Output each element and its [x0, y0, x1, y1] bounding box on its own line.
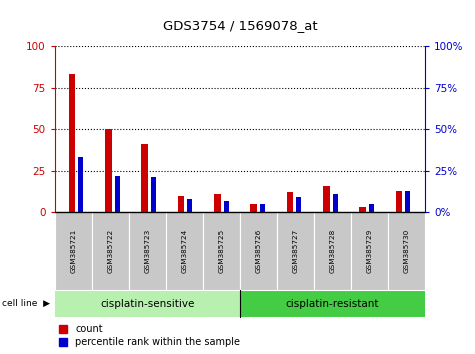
Text: GSM385726: GSM385726: [256, 229, 261, 273]
Text: GSM385728: GSM385728: [330, 229, 335, 273]
Text: GSM385725: GSM385725: [218, 229, 224, 273]
Bar: [187, 199, 192, 212]
Bar: [151, 177, 156, 212]
Bar: [69, 74, 76, 212]
Legend: count, percentile rank within the sample: count, percentile rank within the sample: [59, 325, 240, 347]
Text: cisplatin-resistant: cisplatin-resistant: [286, 298, 379, 309]
Text: GSM385730: GSM385730: [404, 229, 409, 273]
Bar: [78, 158, 83, 212]
Text: GSM385721: GSM385721: [70, 229, 76, 273]
Text: GSM385724: GSM385724: [181, 229, 187, 273]
Bar: [214, 194, 220, 212]
Bar: [360, 207, 366, 212]
Bar: [178, 196, 184, 212]
Bar: [332, 194, 338, 212]
Bar: [323, 186, 330, 212]
Bar: [250, 204, 257, 212]
Text: cisplatin-sensitive: cisplatin-sensitive: [100, 298, 194, 309]
Bar: [142, 144, 148, 212]
Text: cell line  ▶: cell line ▶: [2, 299, 50, 308]
Text: GSM385729: GSM385729: [367, 229, 372, 273]
Bar: [396, 191, 402, 212]
Text: GSM385723: GSM385723: [144, 229, 150, 273]
Bar: [260, 204, 265, 212]
Text: GSM385722: GSM385722: [107, 229, 113, 273]
Bar: [105, 129, 112, 212]
Bar: [287, 193, 293, 212]
Bar: [405, 191, 410, 212]
Text: GDS3754 / 1569078_at: GDS3754 / 1569078_at: [162, 19, 317, 32]
Bar: [369, 204, 374, 212]
Bar: [224, 201, 228, 212]
Bar: [114, 176, 120, 212]
Text: GSM385727: GSM385727: [293, 229, 298, 273]
Bar: [296, 198, 301, 212]
